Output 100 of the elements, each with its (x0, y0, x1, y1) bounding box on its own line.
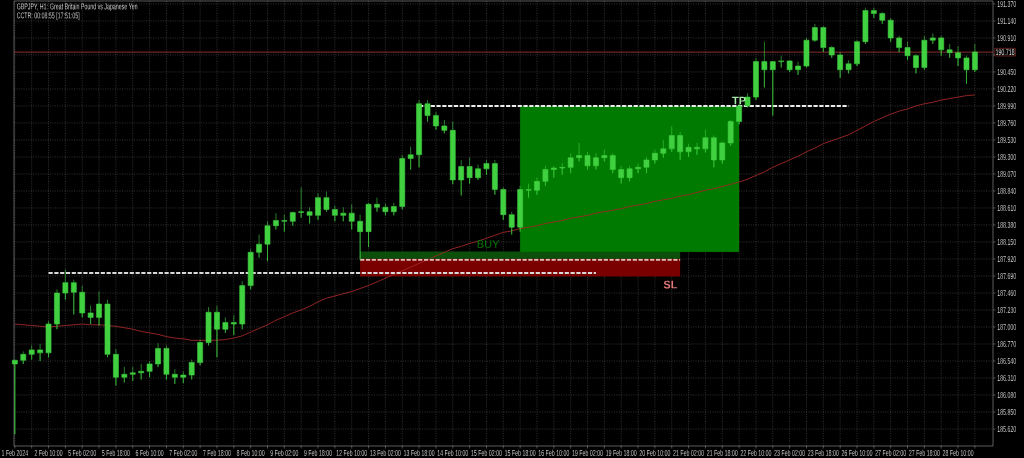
candlestick (197, 339, 203, 366)
candlestick (399, 154, 406, 210)
candlestick (727, 119, 734, 147)
x-tick-label: 9 Feb 02:00 (270, 449, 299, 456)
candlestick (525, 183, 532, 198)
x-tick-label: 21 Feb 18:00 (706, 449, 738, 456)
candlestick (778, 55, 785, 68)
candlestick (769, 61, 776, 116)
candlestick (584, 151, 591, 170)
candlestick (357, 214, 363, 261)
y-tick-label: 185.620 (997, 425, 1017, 432)
candlestick (845, 59, 852, 74)
candlestick (711, 135, 717, 168)
candlestick (138, 363, 144, 380)
candlestick (929, 33, 936, 45)
candlestick (534, 177, 540, 195)
candlestick (96, 291, 102, 326)
candlestick (871, 7, 877, 19)
y-tick-label: 187.000 (997, 323, 1017, 330)
x-tick-label: 23 Feb 02:00 (774, 449, 805, 456)
candlestick (281, 214, 288, 232)
x-tick-label: 21 Feb 02:00 (673, 449, 704, 456)
x-tick-label: 28 Feb 10:00 (942, 449, 974, 456)
series-label: BUY (477, 240, 500, 248)
candlestick (273, 212, 279, 230)
candlestick (12, 359, 18, 435)
candlestick (938, 35, 945, 56)
candlestick (306, 206, 313, 224)
candlestick (946, 43, 953, 59)
candlestick (963, 55, 970, 85)
candlestick (374, 197, 380, 212)
x-tick-label: 5 Feb 02:00 (68, 449, 97, 456)
y-tick-label: 190.450 (997, 68, 1017, 75)
candlestick (559, 162, 566, 176)
x-tick-label: 9 Feb 18:00 (304, 449, 332, 456)
text: CCTR: 00:08:55 [17:51:05] (16, 12, 80, 21)
series-label: SL (663, 280, 678, 289)
x-tick-label: 15 Feb 18:00 (505, 449, 536, 456)
candlestick (694, 142, 700, 156)
candlestick (37, 343, 43, 362)
candlestick (230, 314, 237, 336)
candlestick (180, 371, 187, 384)
candlestick (214, 305, 220, 358)
x-tick-label: 27 Feb 18:00 (909, 449, 940, 456)
candlestick (837, 51, 843, 79)
x-tick-label: 23 Feb 18:00 (808, 449, 839, 456)
y-tick-label: 187.920 (997, 255, 1017, 262)
candlestick (70, 279, 77, 315)
x-tick-label: 19 Feb 02:00 (572, 449, 603, 456)
candlestick (146, 360, 153, 378)
candlestick (62, 269, 69, 300)
y-tick-label: 189.530 (997, 136, 1017, 143)
y-tick-label: 188.150 (997, 238, 1017, 245)
candlestick (820, 25, 827, 53)
x-tick-label: 14 Feb 10:00 (437, 449, 469, 456)
candlestick (424, 99, 431, 122)
y-tick-label: 188.610 (997, 204, 1017, 211)
candlestick (508, 211, 515, 235)
candlestick (812, 23, 818, 42)
candlestick (921, 35, 928, 71)
y-tick-label: 188.380 (997, 221, 1017, 228)
candlestick (365, 202, 372, 248)
x-tick-label: 16 Feb 10:00 (538, 449, 570, 456)
candlestick (54, 288, 60, 330)
chart-title: GBPJPY, H1: Great Britain Pound vs Japanese Yen (16, 3, 138, 12)
candlestick (289, 211, 296, 227)
y-tick-label: 186.080 (997, 391, 1017, 398)
candlestick (879, 11, 886, 25)
candlestick (298, 186, 304, 218)
candlestick (323, 191, 330, 212)
x-tick-label: 7 Feb 02:00 (169, 449, 198, 456)
candlestick (113, 348, 119, 386)
candlestick (483, 159, 490, 176)
candlestick (121, 366, 128, 383)
candlestick (753, 57, 759, 101)
candlestick (205, 306, 212, 346)
candlestick (887, 17, 894, 42)
candlestick (601, 149, 608, 162)
x-tick-label: 2 Feb 10:00 (34, 449, 63, 456)
candlestick (652, 149, 658, 164)
candlestick (567, 152, 574, 174)
candlestick (677, 131, 683, 161)
y-tick-label: 186.540 (997, 357, 1017, 364)
candlestick (576, 142, 582, 162)
candlestick (618, 165, 625, 184)
x-tick-label: 27 Feb 02:00 (875, 449, 906, 456)
candlestick (643, 156, 650, 174)
candlestick (551, 165, 557, 178)
candlestick (492, 159, 498, 195)
y-tick-label: 187.690 (997, 272, 1017, 279)
candlestick (315, 192, 321, 221)
y-tick-label: 188.840 (997, 187, 1017, 194)
candlestick (466, 157, 473, 184)
candlestick (668, 125, 675, 153)
candlestick (542, 165, 549, 187)
x-tick-label: 1 Feb 2024 (1, 449, 29, 456)
candlestick (264, 220, 271, 262)
x-tick-label: 8 Feb 10:00 (236, 449, 265, 456)
candlestick (247, 249, 254, 290)
y-tick-label: 187.230 (997, 306, 1017, 313)
